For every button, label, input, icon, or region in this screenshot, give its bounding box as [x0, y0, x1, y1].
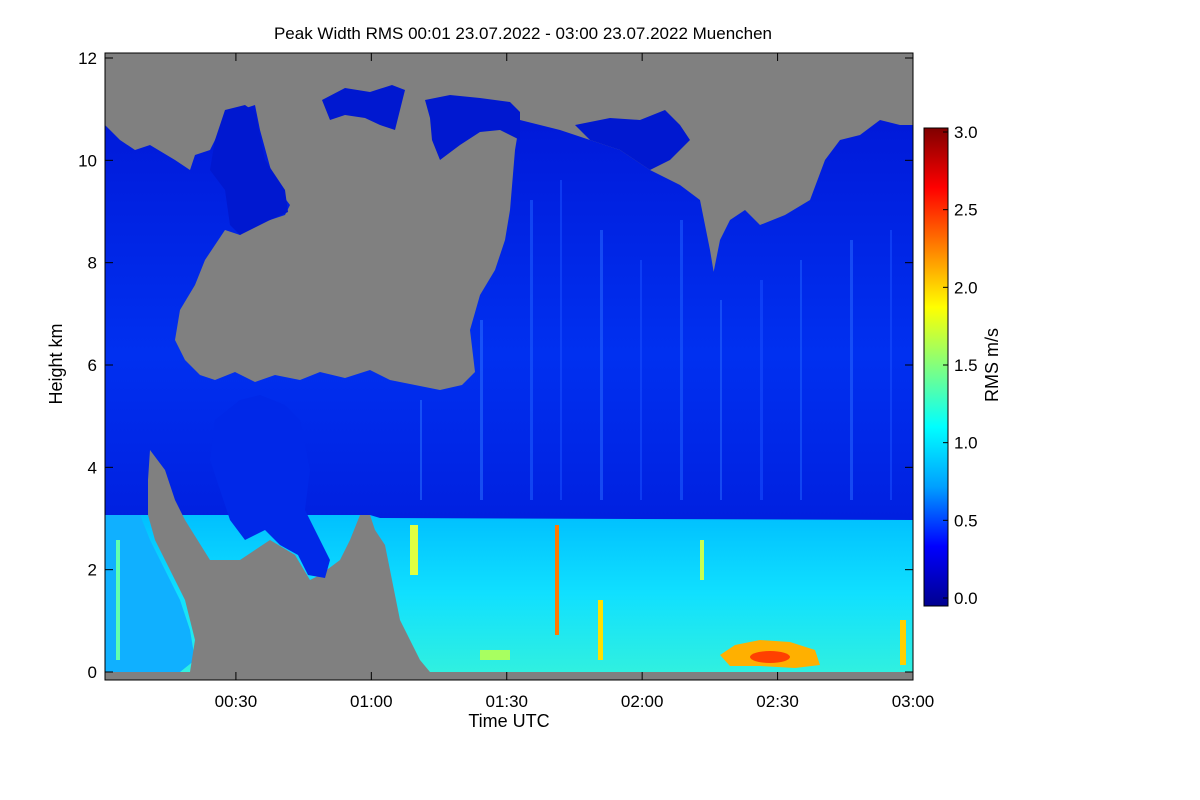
y-tick-label: 6	[88, 356, 97, 375]
warm-streak-2	[555, 525, 559, 635]
free-troposphere-region	[105, 105, 913, 520]
streak-texture	[420, 180, 892, 500]
x-tick-label: 03:00	[892, 692, 935, 711]
colorbar-ticks: 0.0 0.5 1.0 1.5 2.0 2.5 3.0	[943, 123, 978, 608]
x-tick-label: 02:30	[756, 692, 799, 711]
colorbar-label: RMS m/s	[982, 328, 1002, 402]
warm-streak-5	[900, 620, 906, 665]
y-tick-label: 10	[78, 151, 97, 170]
colorbar-tick-label: 3.0	[954, 123, 978, 142]
no-data-gap	[148, 450, 405, 672]
x-axis: 00:30 01:00 01:30 02:00 02:30 03:00	[215, 53, 935, 711]
warm-streak-7	[116, 540, 120, 660]
upper-patch-1	[210, 105, 288, 235]
colorbar-tick-label: 0.0	[954, 589, 978, 608]
y-tick-label: 12	[78, 49, 97, 68]
x-tick-label: 02:00	[621, 692, 664, 711]
x-tick-label: 00:30	[215, 692, 258, 711]
warm-streak-6	[480, 650, 510, 660]
y-tick-label: 0	[88, 663, 97, 682]
colorbar-tick-label: 1.5	[954, 356, 978, 375]
y-axis-label: Height km	[46, 323, 66, 404]
y-tick-label: 4	[88, 458, 97, 477]
x-axis-label: Time UTC	[468, 711, 549, 731]
plot-area	[105, 53, 913, 680]
y-tick-label: 8	[88, 254, 97, 273]
mid-troposphere-patch	[210, 395, 330, 578]
upper-patch-2	[322, 85, 405, 130]
colorbar-fill	[923, 127, 949, 607]
warm-streak-3	[598, 600, 603, 660]
colorbar-tick-label: 0.5	[954, 511, 978, 530]
colorbar-tick-label: 1.0	[954, 434, 978, 453]
plot-frame	[104, 52, 914, 681]
warm-streak-4	[700, 540, 704, 580]
upper-patch-3	[425, 95, 520, 160]
hot-spot	[750, 651, 790, 663]
y-axis: 0 2 4 6 8 10 12	[78, 49, 913, 682]
colorbar: 0.0 0.5 1.0 1.5 2.0 2.5 3.0	[923, 123, 978, 608]
x-tick-label: 01:00	[350, 692, 393, 711]
x-tick-label: 01:30	[485, 692, 528, 711]
colorbar-tick-label: 2.0	[954, 278, 978, 297]
chart-title: Peak Width RMS 00:01 23.07.2022 - 03:00 …	[274, 24, 772, 43]
colorbar-tick-label: 2.5	[954, 201, 978, 220]
warm-streak-1	[410, 525, 418, 575]
y-tick-label: 2	[88, 561, 97, 580]
upper-patch-4	[575, 110, 690, 170]
early-boundary-layer-region	[105, 515, 195, 672]
